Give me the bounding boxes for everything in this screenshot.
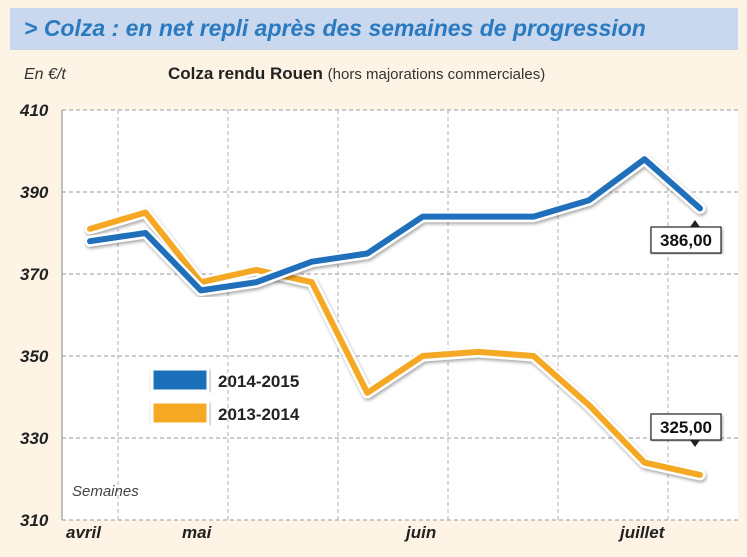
- grid: [61, 109, 738, 521]
- legend: 2014-2015 2013-2014: [150, 367, 300, 426]
- x-tick-label: mai: [182, 523, 213, 542]
- end-label-value: 325,00: [660, 418, 712, 437]
- y-tick-label: 350: [20, 347, 49, 366]
- legend-label: 2013-2014: [218, 405, 300, 424]
- page-title: > Colza : en net repli après des semaine…: [24, 15, 646, 41]
- end-label-pointer: [690, 440, 700, 447]
- series-line-2014-2015: [87, 156, 703, 294]
- series-line-2013-2014: [87, 209, 703, 478]
- series-lines: [84, 153, 706, 481]
- end-label-value: 386,00: [660, 231, 712, 250]
- chart-subtitle: (hors majorations commerciales): [327, 66, 546, 83]
- x-tick-label: juin: [404, 523, 436, 542]
- x-axis-ticks: avril mai juin juillet: [66, 523, 666, 542]
- end-value-labels: 386,00 325,00: [650, 220, 722, 447]
- x-tick-label: juillet: [618, 523, 666, 542]
- y-axis-unit-label: En €/t: [24, 66, 66, 83]
- y-tick-label: 370: [20, 265, 49, 284]
- chart-title: Colza rendu Rouen (hors majorations comm…: [168, 64, 545, 84]
- legend-swatch: [150, 400, 210, 426]
- end-label-box: [650, 226, 722, 254]
- end-label-2014-2015: 386,00: [650, 220, 722, 254]
- end-label-box: [650, 413, 722, 441]
- y-tick-label: 310: [20, 511, 49, 530]
- end-label-pointer: [690, 220, 700, 227]
- header-banner: > Colza : en net repli après des semaine…: [10, 8, 738, 52]
- x-axis-label: Semaines: [72, 483, 139, 500]
- legend-swatch: [150, 367, 210, 393]
- y-tick-label: 390: [20, 183, 49, 202]
- end-label-2013-2014: 325,00: [650, 413, 722, 447]
- y-tick-label: 410: [19, 101, 49, 120]
- y-tick-label: 330: [20, 429, 49, 448]
- legend-label: 2014-2015: [218, 372, 299, 391]
- chart-title-main: Colza rendu Rouen: [168, 64, 323, 83]
- x-tick-label: avril: [66, 523, 102, 542]
- y-axis-ticks: 410 390 370 350 330 310: [19, 101, 49, 530]
